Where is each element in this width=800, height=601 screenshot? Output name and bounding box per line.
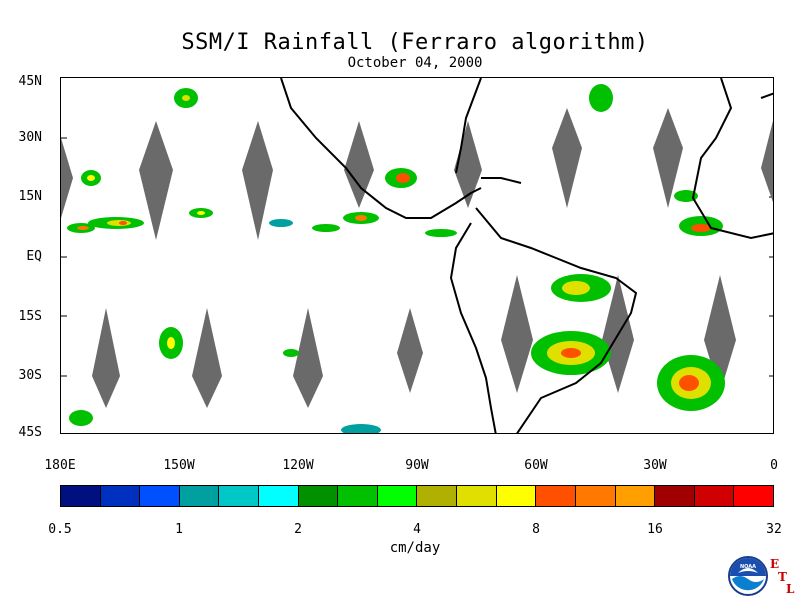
lat-label-15n: 15N	[18, 189, 42, 204]
lon-label-60w: 60W	[524, 458, 548, 473]
coastlines	[280, 78, 773, 433]
lat-label-45n: 45N	[18, 74, 42, 89]
logo-letter-l: L	[786, 582, 795, 596]
colorbar-tick-0: 0.5	[48, 522, 72, 537]
colorbar-segment-5	[259, 486, 299, 506]
colorbar-tick-4: 8	[532, 522, 540, 537]
colorbar-segment-12	[536, 486, 576, 506]
rainfall-map	[60, 77, 774, 434]
lon-label-150w: 150W	[163, 458, 195, 473]
map-canvas	[61, 78, 773, 433]
colorbar-tick-2: 2	[294, 522, 302, 537]
colorbar-segment-0	[61, 486, 101, 506]
lon-label-180e: 180E	[44, 458, 76, 473]
colorbar-segment-10	[457, 486, 497, 506]
colorbar-segment-4	[219, 486, 260, 506]
colorbar-segment-8	[377, 486, 418, 506]
missing-data-swaths	[61, 108, 773, 408]
colorbar-segment-3	[179, 486, 220, 506]
logo-letter-t: T	[778, 570, 787, 584]
chart-title: SSM/I Rainfall (Ferraro algorithm)	[181, 30, 649, 55]
colorbar-tick-1: 1	[175, 522, 183, 537]
colorbar-segment-9	[417, 486, 458, 506]
lat-label-eq: EQ	[26, 249, 42, 264]
logo-letter-e: E	[770, 557, 779, 571]
rainfall-colorbar	[60, 485, 774, 507]
lon-label-120w: 120W	[282, 458, 314, 473]
noaa-badge-text: NOAA	[740, 564, 756, 570]
noaa-logo: NOAA E T L	[728, 555, 798, 597]
colorbar-segment-16	[694, 486, 735, 506]
rainfall-patches	[67, 84, 725, 433]
colorbar-segment-2	[140, 486, 180, 506]
noaa-emblem-icon: NOAA E T L	[728, 556, 795, 596]
lon-label-0: 0	[770, 458, 778, 473]
chart-date: October 04, 2000	[347, 55, 483, 71]
colorbar-tick-6: 32	[766, 522, 782, 537]
colorbar-segment-7	[338, 486, 378, 506]
colorbar-tick-3: 4	[413, 522, 421, 537]
colorbar-segment-1	[100, 486, 141, 506]
colorbar-segment-13	[575, 486, 616, 506]
colorbar-segment-6	[298, 486, 339, 506]
lat-label-30s: 30S	[18, 368, 42, 383]
colorbar-segment-17	[734, 486, 773, 506]
colorbar-units: cm/day	[389, 540, 441, 556]
lon-label-90w: 90W	[405, 458, 429, 473]
lat-label-15s: 15S	[18, 309, 42, 324]
lat-label-45s: 45S	[18, 425, 42, 440]
colorbar-segment-14	[615, 486, 656, 506]
colorbar-segment-15	[655, 486, 695, 506]
colorbar-segment-11	[496, 486, 537, 506]
colorbar-tick-5: 16	[647, 522, 663, 537]
lon-label-30w: 30W	[643, 458, 667, 473]
lat-label-30n: 30N	[18, 130, 42, 145]
